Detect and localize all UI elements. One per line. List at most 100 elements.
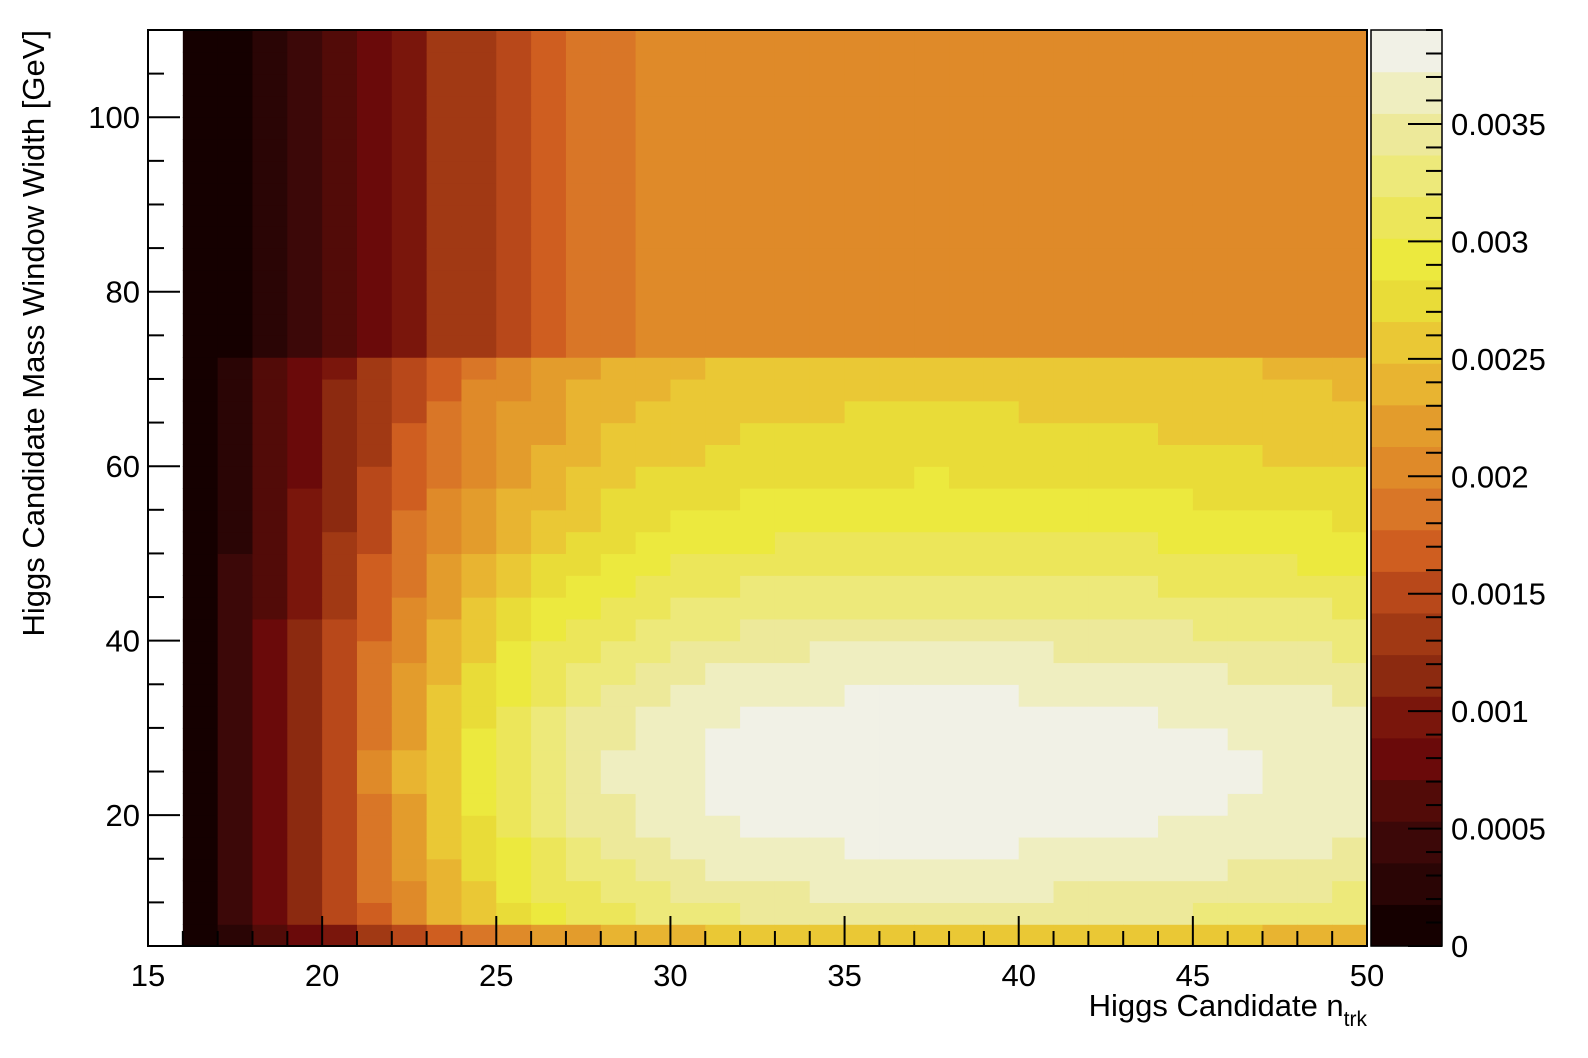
heatmap-cell: [914, 771, 950, 794]
heatmap-cell: [1053, 204, 1089, 227]
heatmap-cell: [914, 858, 950, 882]
heatmap-cell: [287, 640, 323, 664]
heatmap-cell: [1123, 95, 1159, 118]
heatmap-cell: [1088, 117, 1124, 140]
heatmap-cell: [565, 858, 602, 882]
heatmap-cell: [809, 422, 846, 445]
heatmap-cell: [879, 727, 915, 751]
heatmap-cell: [879, 597, 915, 620]
heatmap-cell: [1088, 662, 1124, 685]
heatmap-cell: [1088, 902, 1124, 925]
heatmap-cell: [809, 269, 846, 293]
heatmap-cell: [949, 95, 985, 118]
heatmap-cell: [356, 706, 393, 729]
heatmap-cell: [426, 531, 463, 555]
heatmap-cell: [914, 597, 950, 620]
heatmap-cell: [635, 858, 672, 882]
heatmap-cell: [774, 422, 811, 445]
heatmap-cell: [1158, 335, 1194, 358]
heatmap-cell: [914, 749, 950, 773]
heatmap-cell: [1262, 313, 1298, 336]
heatmap-cell: [949, 531, 985, 555]
heatmap-cell: [252, 771, 288, 794]
heatmap-cell: [391, 313, 428, 336]
heatmap-cell: [983, 30, 1020, 53]
heatmap-cell: [983, 51, 1020, 75]
heatmap-cell: [670, 706, 706, 729]
heatmap-cell: [322, 400, 358, 424]
heatmap-cell: [740, 771, 776, 794]
heatmap-cell: [1297, 226, 1333, 249]
heatmap-cell: [635, 51, 672, 75]
heatmap-cell: [1297, 269, 1333, 293]
heatmap-cell: [356, 684, 393, 707]
heatmap-cell: [740, 488, 776, 511]
plot-frame: [147, 29, 1368, 947]
heatmap-cell: [705, 139, 741, 162]
heatmap-cell: [1088, 618, 1124, 642]
heatmap-cell: [949, 117, 985, 140]
heatmap-cell: [1332, 749, 1368, 773]
heatmap-cell: [565, 597, 602, 620]
colorbar-swatch: [1371, 862, 1442, 905]
heatmap-cell: [635, 248, 672, 271]
heatmap-cell: [356, 466, 393, 489]
heatmap-cell: [1123, 575, 1159, 598]
heatmap-cell: [844, 684, 880, 707]
heatmap-cell: [740, 640, 776, 664]
heatmap-cell: [287, 749, 323, 773]
heatmap-cell: [670, 160, 706, 184]
heatmap-cell: [1123, 269, 1159, 293]
heatmap-cell: [356, 226, 393, 249]
heatmap-cell: [670, 248, 706, 271]
heatmap-cell: [252, 444, 288, 467]
heatmap-cell: [949, 771, 985, 794]
heatmap-cell: [1158, 117, 1194, 140]
heatmap-cell: [426, 400, 463, 424]
heatmap-cell: [635, 727, 672, 751]
heatmap-cell: [322, 575, 358, 598]
heatmap-cell: [670, 291, 706, 315]
heatmap-cell: [1018, 378, 1055, 402]
heatmap-cell: [600, 95, 637, 118]
heatmap-cell: [1297, 597, 1333, 620]
heatmap-cell: [705, 51, 741, 75]
heatmap-cell: [252, 553, 288, 576]
heatmap-cell: [356, 204, 393, 227]
heatmap-cell: [1262, 291, 1298, 315]
heatmap-cell: [1123, 226, 1159, 249]
heatmap-cell: [391, 291, 428, 315]
heatmap-cell: [287, 488, 323, 511]
heatmap-cell: [740, 597, 776, 620]
heatmap-cell: [914, 117, 950, 140]
heatmap-cell: [670, 444, 706, 467]
heatmap-cell: [635, 509, 672, 533]
heatmap-cell: [949, 706, 985, 729]
heatmap-cell: [391, 684, 428, 707]
heatmap-cell: [844, 378, 880, 402]
heatmap-cell: [1192, 269, 1229, 293]
heatmap-cell: [914, 793, 950, 816]
heatmap-cell: [496, 706, 532, 729]
heatmap-cell: [461, 226, 497, 249]
heatmap-cell: [322, 422, 358, 445]
heatmap-cell: [252, 400, 288, 424]
heatmap-cell: [426, 684, 463, 707]
heatmap-cell: [600, 160, 637, 184]
heatmap-cell: [426, 640, 463, 664]
heatmap-cell: [391, 706, 428, 729]
heatmap-cell: [182, 858, 219, 882]
heatmap-cell: [600, 793, 637, 816]
heatmap-cell: [356, 771, 393, 794]
heatmap-cell: [426, 357, 463, 380]
heatmap-cell: [426, 422, 463, 445]
heatmap-cell: [426, 248, 463, 271]
heatmap-cell: [809, 815, 846, 838]
heatmap-cell: [252, 706, 288, 729]
heatmap-cell: [844, 531, 880, 555]
heatmap-cell: [670, 357, 706, 380]
heatmap-cell: [879, 51, 915, 75]
heatmap-cell: [1192, 793, 1229, 816]
heatmap-cell: [356, 313, 393, 336]
heatmap-cell: [426, 269, 463, 293]
